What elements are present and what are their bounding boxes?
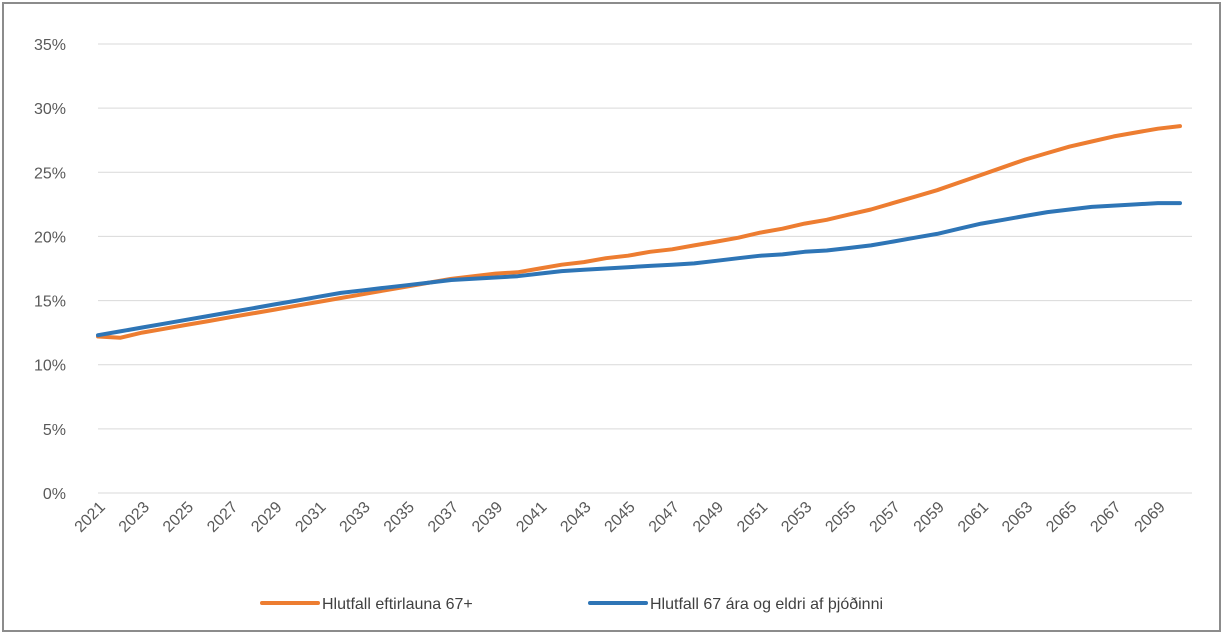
x-tick-label: 2049 bbox=[690, 499, 727, 536]
x-tick-label: 2051 bbox=[734, 499, 771, 536]
x-tick-label: 2065 bbox=[1043, 499, 1080, 536]
x-tick-label: 2041 bbox=[513, 499, 550, 536]
y-tick-label: 30% bbox=[34, 101, 66, 118]
x-tick-label: 2037 bbox=[425, 499, 462, 536]
x-tick-label: 2025 bbox=[160, 499, 197, 536]
y-axis-tick-labels: 0% 5% 10% 15% 20% 25% 30% 35% bbox=[34, 37, 66, 503]
x-tick-label: 2057 bbox=[867, 499, 904, 536]
x-tick-label: 2061 bbox=[955, 499, 992, 536]
x-tick-label: 2063 bbox=[999, 499, 1036, 536]
y-tick-label: 35% bbox=[34, 37, 66, 54]
legend: Hlutfall eftirlauna 67+ Hlutfall 67 ára … bbox=[260, 596, 883, 613]
series-lines bbox=[96, 124, 1182, 340]
x-tick-label: 2045 bbox=[602, 499, 639, 536]
x-tick-label: 2029 bbox=[248, 499, 285, 536]
x-tick-label: 2031 bbox=[292, 499, 329, 536]
y-tick-label: 15% bbox=[34, 294, 66, 311]
x-tick-label: 2059 bbox=[911, 499, 948, 536]
series-line-1 bbox=[96, 201, 1182, 338]
y-tick-label: 0% bbox=[43, 486, 66, 503]
x-tick-label: 2055 bbox=[822, 499, 859, 536]
y-tick-label: 5% bbox=[43, 422, 66, 439]
legend-label-67-ara: Hlutfall 67 ára og eldri af þjóðinni bbox=[650, 596, 883, 613]
legend-label-eftirlauna: Hlutfall eftirlauna 67+ bbox=[322, 596, 473, 613]
gridlines bbox=[98, 43, 1192, 494]
y-tick-label: 25% bbox=[34, 165, 66, 182]
x-axis-tick-labels: 2021 2023 2025 2027 2029 2031 2033 2035 2037 2039… bbox=[72, 499, 1169, 536]
y-tick-label: 10% bbox=[34, 358, 66, 375]
x-tick-label: 2021 bbox=[72, 499, 109, 536]
x-tick-label: 2023 bbox=[116, 499, 153, 536]
x-tick-label: 2043 bbox=[557, 499, 594, 536]
x-tick-label: 2035 bbox=[381, 499, 418, 536]
x-tick-label: 2053 bbox=[778, 499, 815, 536]
x-tick-label: 2027 bbox=[204, 499, 241, 536]
y-tick-label: 20% bbox=[34, 229, 66, 246]
series-line-0 bbox=[96, 124, 1182, 340]
x-tick-label: 2069 bbox=[1132, 499, 1169, 536]
x-tick-label: 2047 bbox=[646, 499, 683, 536]
x-tick-label: 2039 bbox=[469, 499, 506, 536]
x-tick-label: 2067 bbox=[1087, 499, 1124, 536]
x-tick-label: 2033 bbox=[337, 499, 374, 536]
